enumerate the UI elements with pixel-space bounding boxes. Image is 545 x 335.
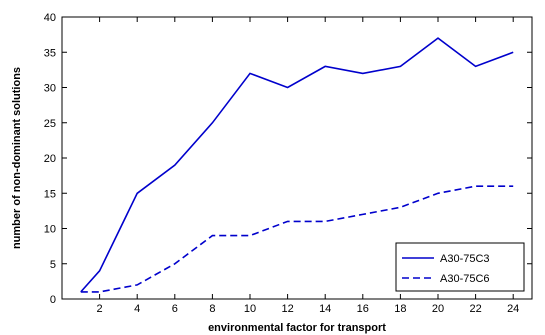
x-tick-label: 16 — [357, 303, 369, 315]
x-tick-label: 20 — [432, 303, 444, 315]
y-tick-label: 0 — [50, 294, 56, 306]
x-tick-label: 2 — [97, 303, 103, 315]
y-tick-label: 35 — [44, 47, 56, 59]
legend: A30-75C3 A30-75C6 — [395, 242, 525, 292]
y-tick-label: 20 — [44, 153, 56, 165]
y-tick-label: 15 — [44, 188, 56, 200]
y-tick-label: 30 — [44, 83, 56, 95]
y-tick-label: 40 — [44, 12, 56, 24]
x-tick-label: 10 — [244, 303, 256, 315]
y-tick-label: 25 — [44, 118, 56, 130]
x-tick-label: 6 — [172, 303, 178, 315]
legend-box — [395, 242, 525, 292]
x-tick-label: 14 — [319, 303, 331, 315]
y-tick-label: 5 — [50, 259, 56, 271]
x-tick-label: 22 — [469, 303, 481, 315]
x-tick-label: 24 — [507, 303, 519, 315]
x-tick-label: 8 — [209, 303, 215, 315]
x-tick-label: 4 — [134, 303, 140, 315]
legend-label-2: A30-75C6 — [440, 273, 490, 285]
y-tick-label: 10 — [44, 224, 56, 236]
series-group — [80, 37, 514, 293]
x-tick-label: 18 — [394, 303, 406, 315]
x-tick-label: 12 — [281, 303, 293, 315]
series-line-1 — [80, 37, 514, 293]
series-line-2 — [80, 185, 514, 293]
y-axis-title: number of non-dominant solutions — [11, 67, 23, 249]
x-axis-title: environmental factor for transport — [208, 322, 386, 334]
legend-label-1: A30-75C3 — [440, 253, 490, 265]
